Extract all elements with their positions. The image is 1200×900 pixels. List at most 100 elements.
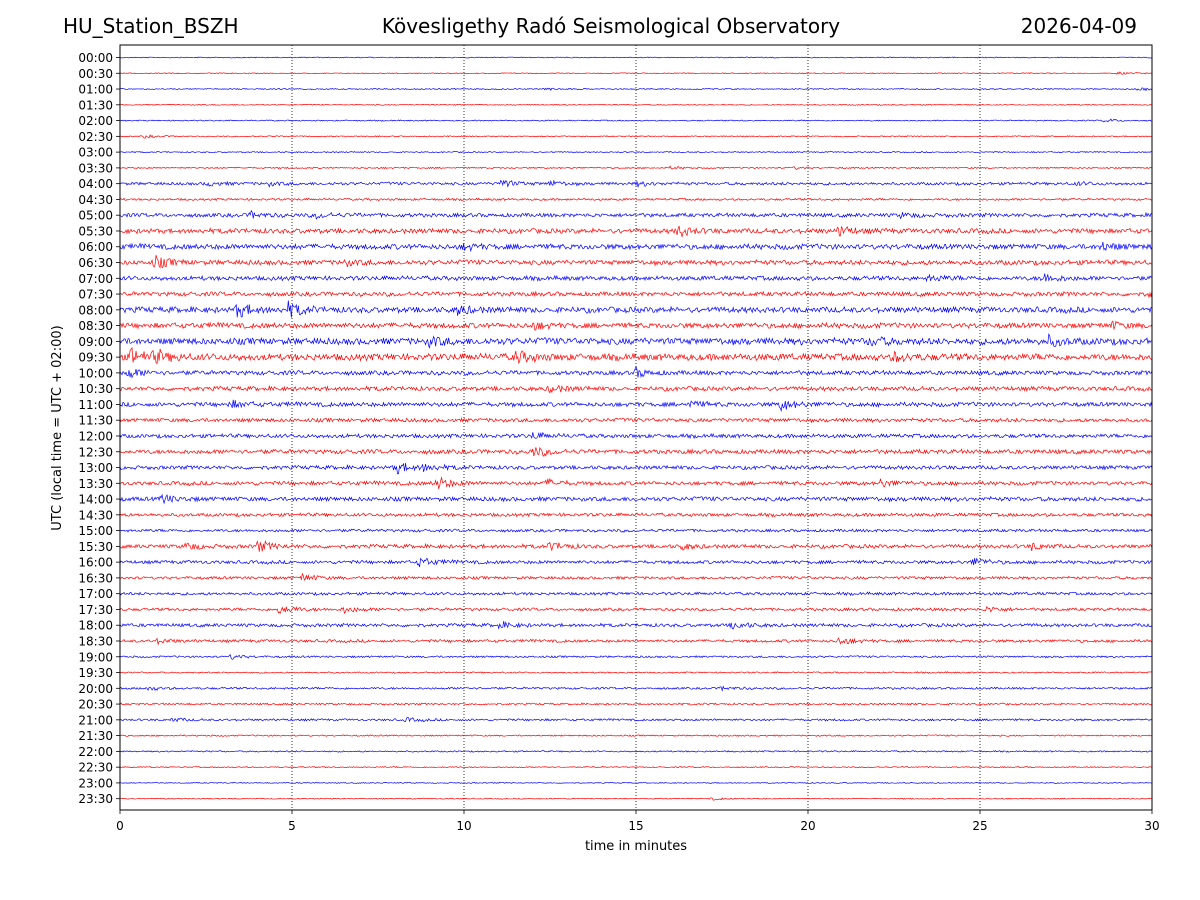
y-tick-label: 20:00 [78, 682, 113, 696]
x-tick-label: 30 [1144, 819, 1159, 833]
trace-1200 [119, 431, 1153, 440]
trace-0900 [119, 333, 1153, 349]
trace-2200 [119, 750, 1153, 753]
trace-2230 [119, 766, 1153, 769]
x-tick-label: 20 [800, 819, 815, 833]
y-tick-label: 00:00 [78, 51, 113, 65]
y-tick-label: 13:00 [78, 461, 113, 475]
trace-0500 [119, 209, 1153, 220]
y-tick-label: 17:30 [78, 603, 113, 617]
trace-2330 [119, 797, 1153, 801]
trace-0930 [119, 346, 1153, 365]
trace-2130 [119, 734, 1153, 737]
y-tick-label: 11:00 [78, 398, 113, 412]
y-tick-label: 13:30 [78, 477, 113, 491]
y-tick-label: 10:30 [78, 382, 113, 396]
date-title: 2026-04-09 [1020, 14, 1137, 38]
x-axis-label: time in minutes [585, 839, 687, 854]
trace-0200 [119, 118, 1152, 123]
y-tick-label: 05:00 [78, 209, 113, 223]
y-tick-label: 23:30 [78, 792, 113, 806]
y-tick-label: 15:30 [78, 540, 113, 554]
trace-1900 [119, 653, 1153, 660]
y-tick-label: 12:30 [78, 445, 113, 459]
x-tick-label: 5 [288, 819, 296, 833]
trace-1100 [119, 399, 1153, 412]
x-tick-label: 25 [972, 819, 987, 833]
x-tick-label: 15 [628, 819, 643, 833]
trace-0430 [119, 197, 1153, 202]
y-tick-label: 22:00 [78, 745, 113, 759]
y-tick-label: 14:30 [78, 508, 113, 522]
trace-1800 [119, 620, 1153, 630]
trace-0700 [119, 273, 1153, 283]
trace-1600 [119, 557, 1153, 568]
y-tick-label: 07:00 [78, 272, 113, 286]
y-tick-label: 14:00 [78, 493, 113, 507]
trace-0000 [119, 56, 1153, 59]
y-tick-label: 08:00 [78, 303, 113, 317]
y-tick-label: 17:00 [78, 587, 113, 601]
y-tick-label: 12:00 [78, 429, 113, 443]
trace-0300 [119, 151, 1153, 154]
x-axis-ticks: 0 5 10 15 20 25 30 [116, 810, 1160, 833]
trace-1330 [119, 476, 1153, 490]
trace-1730 [119, 606, 1153, 614]
y-tick-label: 10:00 [78, 366, 113, 380]
trace-1400 [119, 493, 1153, 505]
trace-1830 [120, 637, 1153, 645]
y-tick-label: 03:30 [78, 161, 113, 175]
trace-2100 [119, 716, 1153, 723]
y-tick-label: 18:30 [78, 634, 113, 648]
y-tick-label: 00:30 [78, 67, 113, 81]
y-tick-label: 19:30 [78, 666, 113, 680]
trace-0600 [119, 241, 1153, 253]
trace-2000 [119, 685, 1153, 692]
trace-1930 [119, 671, 1153, 674]
y-tick-label: 20:30 [78, 698, 113, 712]
trace-1230 [119, 446, 1153, 457]
y-tick-label: 16:00 [78, 556, 113, 570]
y-tick-label: 02:30 [78, 130, 113, 144]
trace-0100 [119, 87, 1153, 92]
trace-1530 [119, 539, 1153, 552]
trace-2300 [119, 781, 1153, 784]
trace-0630 [119, 255, 1153, 269]
y-tick-label: 08:30 [78, 319, 113, 333]
trace-1430 [119, 512, 1153, 518]
y-tick-label: 09:30 [78, 351, 113, 365]
trace-1500 [119, 528, 1153, 533]
y-tick-label: 02:00 [78, 114, 113, 128]
y-tick-label: 11:30 [78, 414, 113, 428]
trace-0800 [119, 300, 1153, 318]
trace-0530 [119, 225, 1153, 237]
vertical-gridlines [291, 45, 981, 810]
trace-0730 [119, 290, 1153, 299]
trace-1700 [119, 591, 1153, 597]
y-tick-label: 09:00 [78, 335, 113, 349]
seismic-traces [119, 56, 1153, 801]
x-tick-label: 10 [456, 819, 471, 833]
trace-0030 [119, 71, 1153, 75]
y-tick-label: 03:00 [78, 146, 113, 160]
trace-0330 [119, 165, 1153, 170]
trace-1000 [119, 365, 1153, 379]
y-tick-label: 06:00 [78, 240, 113, 254]
y-tick-label: 23:00 [78, 776, 113, 790]
y-tick-label: 01:00 [78, 83, 113, 97]
y-axis-label: UTC (local time = UTC + 02:00) [50, 325, 65, 530]
trace-1300 [119, 462, 1153, 475]
y-tick-label: 07:30 [78, 288, 113, 302]
y-tick-label: 06:30 [78, 256, 113, 270]
y-tick-label: 16:30 [78, 571, 113, 585]
trace-0230 [119, 134, 1153, 139]
y-tick-label: 04:00 [78, 177, 113, 191]
trace-1130 [119, 417, 1153, 424]
trace-2030 [119, 702, 1153, 706]
trace-0130 [119, 103, 1153, 106]
y-tick-label: 05:30 [78, 224, 113, 238]
trace-1030 [119, 384, 1153, 394]
y-tick-label: 21:30 [78, 729, 113, 743]
